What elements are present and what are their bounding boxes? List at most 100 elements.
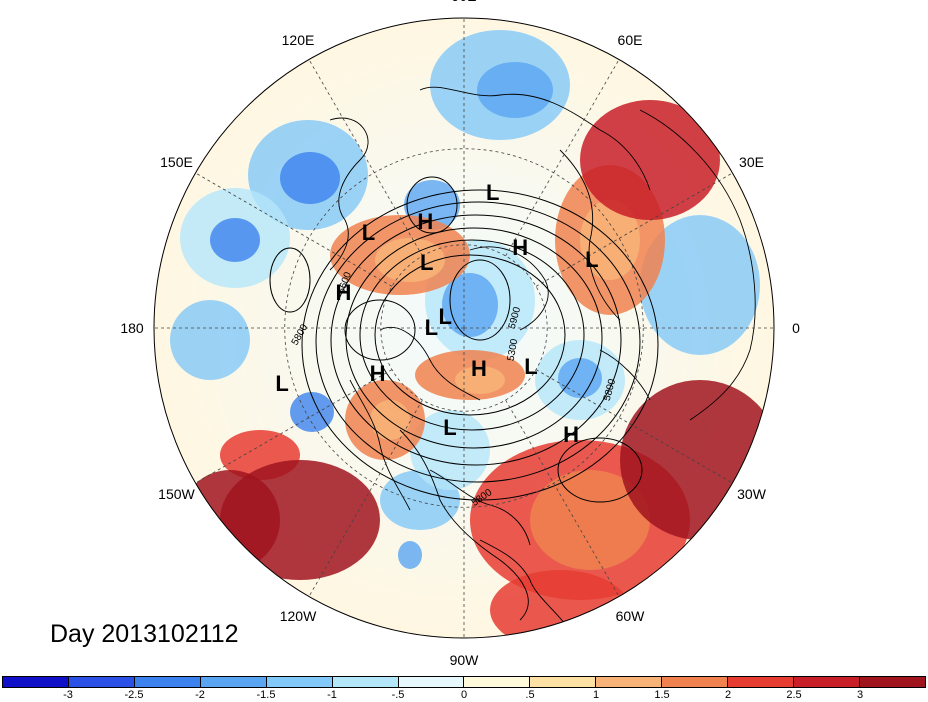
height-contours bbox=[269, 176, 659, 503]
anomaly-blob bbox=[455, 366, 505, 394]
colorbar-swatch bbox=[859, 677, 925, 687]
colorbar-tick-label: 3 bbox=[856, 689, 864, 701]
longitude-label: 150E bbox=[160, 154, 193, 170]
longitude-label: 150W bbox=[158, 486, 195, 502]
map-border bbox=[153, 17, 775, 639]
colorbar-tick-label: -1 bbox=[327, 689, 337, 701]
contour-line bbox=[344, 299, 416, 361]
high-pressure-marker: H bbox=[335, 280, 352, 306]
coastline-segment bbox=[429, 469, 531, 546]
colorbar-tick-label: -2.5 bbox=[124, 689, 144, 701]
longitude-label: 30E bbox=[739, 154, 764, 170]
contour-line bbox=[359, 239, 585, 431]
low-pressure-marker: L bbox=[275, 370, 289, 396]
colorbar-swatch bbox=[332, 677, 399, 687]
low-pressure-marker: L bbox=[585, 247, 599, 273]
longitude-label: 120E bbox=[281, 32, 315, 49]
high-pressure-marker: H bbox=[470, 356, 487, 381]
colorbar-tick-label: 0 bbox=[460, 689, 468, 701]
colorbar-swatch bbox=[596, 677, 663, 687]
longitude-label: 30W bbox=[737, 486, 766, 502]
meridian-line bbox=[535, 172, 733, 287]
high-pressure-marker: H bbox=[563, 422, 580, 448]
colorbar-tick-label: 2.5 bbox=[786, 689, 802, 701]
colorbar-swatch bbox=[200, 677, 267, 687]
contour-line bbox=[406, 176, 458, 234]
anomaly-blob bbox=[180, 470, 280, 570]
anomaly-blob bbox=[210, 218, 260, 262]
high-pressure-marker: H bbox=[512, 234, 529, 260]
colorbar-tick-label: -1.5 bbox=[256, 689, 276, 701]
date-title: Day 2013102112 bbox=[50, 620, 239, 648]
anomaly-blob bbox=[477, 62, 553, 118]
longitude-label: 60W bbox=[615, 607, 645, 624]
contour-line bbox=[315, 201, 641, 483]
coastlines bbox=[329, 86, 756, 631]
meridian-line bbox=[505, 399, 620, 597]
longitude-label: 120W bbox=[279, 607, 317, 624]
colorbar-tick-label: -3 bbox=[63, 689, 73, 701]
low-pressure-marker: L bbox=[361, 219, 376, 245]
contour-line bbox=[301, 189, 659, 501]
colorbar-tick-label: 1.5 bbox=[654, 689, 670, 701]
coastline-segment bbox=[599, 349, 651, 401]
meridian-line bbox=[308, 59, 423, 257]
graticule bbox=[154, 18, 774, 638]
coastline-segment bbox=[419, 86, 651, 191]
colorbar-tick-label: 1 bbox=[592, 689, 600, 701]
colorbar-swatch bbox=[266, 677, 333, 687]
coastline-segment bbox=[639, 109, 756, 421]
colorbar-tick-label: .5 bbox=[525, 689, 535, 701]
anomaly-blob bbox=[490, 570, 630, 638]
colorbar bbox=[2, 676, 926, 688]
colorbar-swatch bbox=[530, 677, 597, 687]
longitude-label: 0 bbox=[792, 320, 800, 336]
colorbar-swatch bbox=[464, 677, 531, 687]
meridian-line bbox=[535, 369, 733, 484]
high-pressure-marker: H bbox=[369, 360, 386, 386]
anomaly-blob bbox=[640, 215, 760, 355]
colorbar-tick-label: -.5 bbox=[391, 689, 405, 701]
contour-line bbox=[269, 247, 311, 313]
high-pressure-marker: H bbox=[417, 208, 434, 234]
contour-line bbox=[557, 437, 643, 503]
colorbar-swatch bbox=[398, 677, 465, 687]
meridian-line bbox=[505, 59, 620, 257]
coastline-segment bbox=[479, 539, 571, 631]
anomaly-blob bbox=[290, 392, 334, 432]
meridian-line bbox=[195, 369, 393, 484]
anomaly-blob bbox=[580, 200, 640, 280]
coastline-segment bbox=[329, 117, 369, 271]
coastline-segment bbox=[349, 379, 411, 511]
low-pressure-marker: L bbox=[524, 353, 538, 379]
anomaly-blob bbox=[558, 358, 602, 398]
low-pressure-marker: L bbox=[424, 315, 439, 340]
colorbar-tick-label: -2 bbox=[195, 689, 205, 701]
meridian-line bbox=[308, 399, 423, 597]
low-pressure-marker: L bbox=[419, 250, 434, 276]
low-pressure-marker: L bbox=[438, 304, 452, 330]
coastline-segment bbox=[399, 429, 529, 621]
contour-line bbox=[374, 254, 566, 416]
colorbar-swatch bbox=[794, 677, 860, 687]
polar-stereographic-map bbox=[153, 17, 775, 639]
coastline-segment bbox=[559, 149, 621, 321]
coastline-segment bbox=[379, 326, 481, 401]
anomaly-blob bbox=[375, 238, 445, 282]
longitude-label: 60E bbox=[617, 32, 643, 49]
latitude-circle bbox=[380, 244, 548, 412]
contour-line bbox=[449, 259, 511, 341]
low-pressure-marker: L bbox=[443, 414, 457, 440]
colorbar-swatch bbox=[3, 677, 69, 687]
contour-line bbox=[330, 214, 622, 466]
anomaly-blob bbox=[580, 100, 720, 220]
meridian-line bbox=[195, 172, 393, 287]
longitude-label: 90E bbox=[452, 0, 477, 4]
anomaly-blob bbox=[398, 541, 422, 569]
colorbar-swatch bbox=[662, 677, 729, 687]
coastline-segment bbox=[469, 246, 549, 331]
anomaly-blob bbox=[620, 380, 774, 540]
anomaly-blob bbox=[170, 300, 250, 380]
low-pressure-marker: L bbox=[486, 179, 500, 205]
colorbar-swatch bbox=[728, 677, 795, 687]
